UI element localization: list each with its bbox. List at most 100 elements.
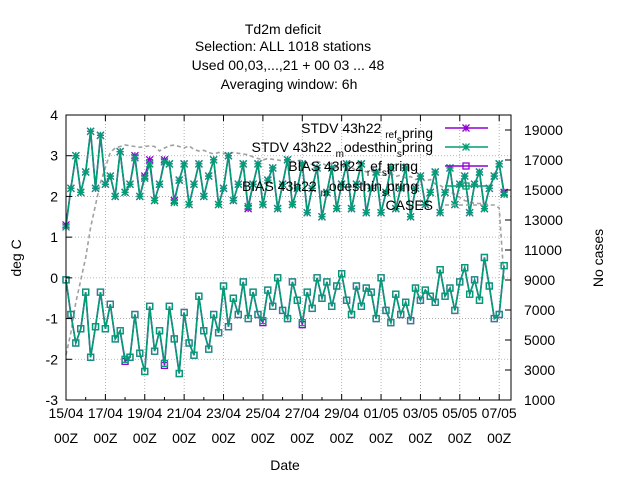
x-tick-label-hour: 00Z: [211, 430, 236, 446]
data-point-star: [145, 155, 154, 164]
data-point-star: [362, 208, 371, 217]
data-point-star: [194, 159, 203, 168]
data-point-star: [460, 172, 469, 181]
data-point-square: [441, 292, 449, 300]
data-point-square: [318, 294, 326, 302]
y-tick-label: 2: [50, 188, 58, 204]
data-point-square: [150, 347, 159, 355]
data-point-star: [258, 200, 267, 209]
data-point-square: [411, 284, 420, 292]
x-tick-label-date: 19/04: [127, 405, 162, 421]
data-point-star: [249, 180, 258, 189]
data-point-star: [126, 180, 134, 189]
data-point-square: [111, 335, 119, 343]
data-point-star: [263, 176, 272, 185]
y2-axis: 1000 3000 5000 7000 9000 11000 13000 15000 17000…: [505, 122, 563, 408]
data-point-star: [436, 208, 445, 217]
data-point-square: [77, 325, 85, 333]
data-point-star: [342, 159, 351, 168]
data-point-square: [160, 359, 169, 368]
y2-tick-label: 15000: [524, 182, 563, 198]
y2-tick-label: 19000: [524, 122, 563, 138]
data-point-square: [462, 162, 470, 170]
data-point-square: [205, 345, 213, 353]
series-line: [65, 131, 505, 228]
data-point-square: [446, 284, 454, 292]
data-point-star: [455, 180, 464, 189]
data-point-star: [180, 159, 189, 168]
data-point-square: [283, 314, 292, 323]
y2-tick-label: 5000: [524, 332, 555, 348]
data-point-star: [462, 124, 470, 132]
data-point-square: [461, 264, 469, 272]
data-point-square: [155, 327, 164, 335]
data-point-star: [209, 155, 218, 164]
data-point-square: [224, 323, 233, 331]
data-point-star: [101, 180, 110, 189]
data-point-square: [347, 310, 356, 319]
x-tick-label-date: 27/04: [285, 405, 320, 421]
data-point-square: [421, 286, 429, 294]
data-point-star: [234, 180, 243, 189]
data-point-star: [244, 202, 253, 211]
data-point-star: [229, 196, 238, 205]
data-point-square: [72, 339, 80, 347]
data-point-star: [268, 163, 277, 172]
legend-label: STDV 43h22 modesthinspring: [252, 139, 433, 160]
data-point-square: [244, 314, 252, 323]
data-point-square: [328, 302, 336, 311]
data-point-star: [130, 153, 139, 162]
data-point-square: [219, 282, 228, 290]
data-point-star: [401, 163, 410, 172]
data-point-star: [495, 159, 504, 168]
data-point-square: [377, 274, 385, 282]
data-point-star: [204, 172, 213, 181]
data-point-star: [465, 208, 474, 217]
data-point-square: [402, 298, 410, 306]
data-point-star: [81, 168, 90, 176]
data-point-star: [386, 163, 395, 172]
chart-title: Td2m deficit Selection: ALL 1018 station…: [192, 21, 385, 92]
data-point-star: [288, 200, 297, 209]
data-point-square: [456, 278, 464, 286]
data-point-star: [475, 168, 484, 176]
data-point-square: [165, 302, 174, 311]
data-point-star: [303, 208, 312, 217]
x-tick-label-date: 07/05: [482, 405, 517, 421]
y2-tick-label: 9000: [524, 272, 555, 288]
y-tick-label: 1: [50, 229, 58, 245]
data-point-square: [259, 316, 267, 325]
y-tick-label: -2: [46, 351, 59, 367]
data-point-star: [283, 155, 292, 164]
data-point-square: [200, 327, 208, 335]
x-tick-label-date: 25/04: [245, 405, 280, 421]
data-point-square: [116, 327, 124, 335]
data-point-star: [76, 188, 85, 197]
x-tick-label-hour: 00Z: [251, 430, 276, 446]
series-BIAS 43h22_modesthin_spring: [62, 253, 508, 378]
data-point-square: [170, 335, 178, 343]
data-point-star: [441, 188, 449, 197]
data-point-star: [224, 151, 233, 160]
data-point-square: [485, 282, 493, 290]
data-point-square: [367, 288, 375, 296]
y-tick-label: -3: [46, 392, 59, 408]
data-point-star: [446, 163, 454, 172]
data-point-square: [254, 310, 262, 319]
x-tick-label-hour: 00Z: [93, 430, 118, 446]
data-point-square: [470, 276, 479, 284]
data-point-square: [500, 261, 508, 270]
y-axis: -3 -2 -1 0 1 2 3 4: [46, 107, 72, 408]
data-point-square: [475, 296, 484, 304]
data-point-star: [66, 184, 75, 193]
data-point-star: [416, 172, 425, 181]
data-point-square: [86, 353, 95, 361]
x-tick-label-hour: 00Z: [290, 430, 315, 446]
data-point-star: [318, 212, 326, 221]
data-point-star: [426, 188, 435, 197]
data-point-star: [145, 159, 154, 168]
data-point-square: [451, 306, 459, 315]
data-point-square: [387, 318, 395, 327]
data-point-square: [462, 182, 470, 190]
data-point-star: [327, 163, 336, 172]
